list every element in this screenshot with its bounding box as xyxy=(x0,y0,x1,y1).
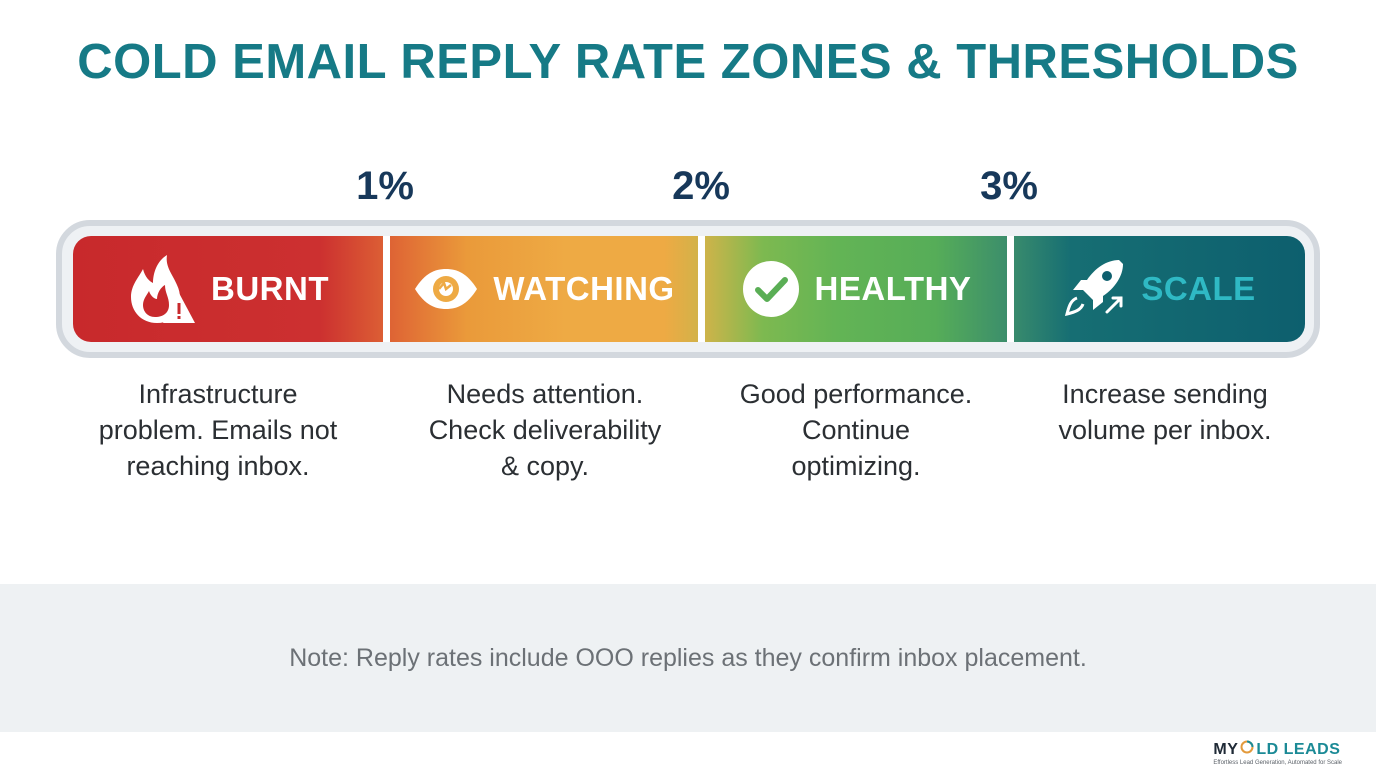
threshold-1: 1% xyxy=(356,164,414,208)
eye-icon xyxy=(413,267,479,311)
zone-scale: SCALE xyxy=(1014,236,1305,342)
zone-label-watching: WATCHING xyxy=(493,270,675,307)
threshold-2: 2% xyxy=(672,164,730,208)
zone-label-burnt: BURNT xyxy=(211,270,329,307)
note-band xyxy=(0,584,1376,732)
page-title: COLD EMAIL REPLY RATE ZONES & THRESHOLDS xyxy=(77,35,1299,89)
logo-circle-icon xyxy=(1240,740,1254,759)
zone-description-burnt: Infrastructure problem. Emails not reach… xyxy=(98,379,338,481)
zone-description-watching: Needs attention. Check deliverability & … xyxy=(428,379,662,481)
rocket-icon xyxy=(1063,258,1127,320)
footnote: Note: Reply rates include OOO replies as… xyxy=(289,644,1087,672)
zone-label-scale: SCALE xyxy=(1141,270,1256,307)
zone-description-scale: Increase sending volume per inbox. xyxy=(1058,379,1272,445)
divider-1 xyxy=(383,236,390,342)
threshold-3: 3% xyxy=(980,164,1038,208)
divider-2 xyxy=(698,236,705,342)
zone-label-healthy: HEALTHY xyxy=(814,270,972,307)
divider-3 xyxy=(1007,236,1014,342)
checkmark-circle-icon xyxy=(741,259,801,319)
zone-burnt: BURNT xyxy=(73,236,383,342)
brand-logo: MY LD LEADS Effortless Lead Generation, … xyxy=(1213,740,1342,766)
zone-healthy: HEALTHY xyxy=(705,236,1007,342)
zone-watching: WATCHING xyxy=(390,236,698,342)
zone-description-healthy: Good performance. Continue optimizing. xyxy=(739,379,973,481)
fire-warning-icon xyxy=(127,253,197,325)
